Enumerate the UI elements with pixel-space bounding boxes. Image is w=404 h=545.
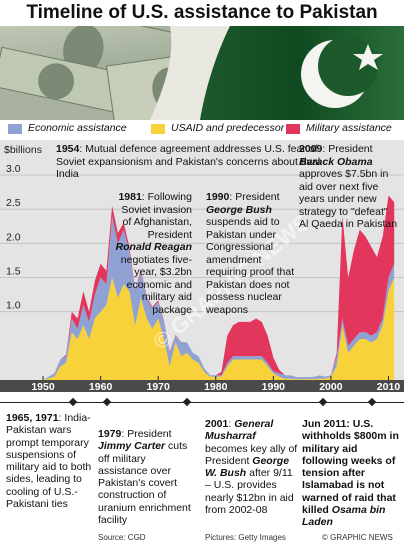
y-tick-label: 3.0 xyxy=(6,163,21,175)
x-tick-label: 1980 xyxy=(204,381,228,392)
series-area-usaid-and-predecessor xyxy=(31,277,395,380)
annotation-1981: 1981: Following Soviet invasion of Afgha… xyxy=(115,191,192,316)
chart-svg: 3.0 2.5 2.0 1.5 1.0 $billions 1950 1960 1970 1980… xyxy=(0,140,404,393)
series-area-economic-assistance xyxy=(31,216,395,380)
y-axis-label: $billions xyxy=(4,144,42,156)
legend-label-usaid: USAID and predecessor xyxy=(171,122,285,134)
x-tick-label: 1960 xyxy=(89,381,113,392)
dollar-flag-image xyxy=(0,26,404,120)
x-axis-band xyxy=(0,380,404,392)
y-tick-label: 1.5 xyxy=(6,266,21,278)
note-jun-2011: Jun 2011: U.S. withholds $800m in milita… xyxy=(302,418,399,529)
note-1965-1971: 1965, 1971: India-Pakistan wars prompt t… xyxy=(6,412,92,511)
y-tick-label: 2.0 xyxy=(6,231,21,243)
x-tick-label: 2000 xyxy=(319,381,343,392)
source-credit: Source: CGD xyxy=(98,533,146,542)
x-tick-label: 2010 xyxy=(377,381,401,392)
pictures-credit: Pictures: Getty Images xyxy=(205,533,286,542)
y-tick-label: 1.0 xyxy=(6,300,21,312)
legend-swatch-economic xyxy=(8,124,22,134)
annotation-1990: 1990: President George Bush suspends aid… xyxy=(206,191,295,316)
aid-area-chart: 3.0 2.5 2.0 1.5 1.0 $billions 1950 1960 1970 1980… xyxy=(0,140,404,393)
y-tick-label: 2.5 xyxy=(6,197,21,209)
note-2001: 2001: General Musharraf becomes key ally… xyxy=(205,418,298,517)
timeline-line xyxy=(0,402,404,403)
graphic-news-credit: © GRAPHIC NEWS xyxy=(322,533,393,542)
annotation-1954: 1954: Mutual defence agreement addresses… xyxy=(56,143,321,180)
x-tick-label: 1990 xyxy=(262,381,286,392)
legend-swatch-usaid xyxy=(151,124,165,134)
annotation-2009: 2009: President Barack Obama approves $7… xyxy=(299,143,398,230)
header-photo xyxy=(0,26,404,120)
chart-legend: Economic assistance USAID and predecesso… xyxy=(0,121,404,137)
page-title: Timeline of U.S. assistance to Pakistan xyxy=(26,2,378,23)
legend-label-economic: Economic assistance xyxy=(28,122,127,134)
legend-label-military: Military assistance xyxy=(306,122,392,134)
timeline-marker-2011 xyxy=(367,397,377,407)
x-tick-label: 1970 xyxy=(147,381,171,392)
timeline-marker-1965 xyxy=(68,397,78,407)
timeline-marker-1979 xyxy=(182,397,192,407)
note-1979: 1979: President Jimmy Carter cuts off mi… xyxy=(98,428,191,527)
timeline-marker-1971 xyxy=(102,397,112,407)
legend-swatch-military xyxy=(286,124,300,134)
timeline-marker-2001 xyxy=(318,397,328,407)
x-tick-label: 1950 xyxy=(31,381,55,392)
